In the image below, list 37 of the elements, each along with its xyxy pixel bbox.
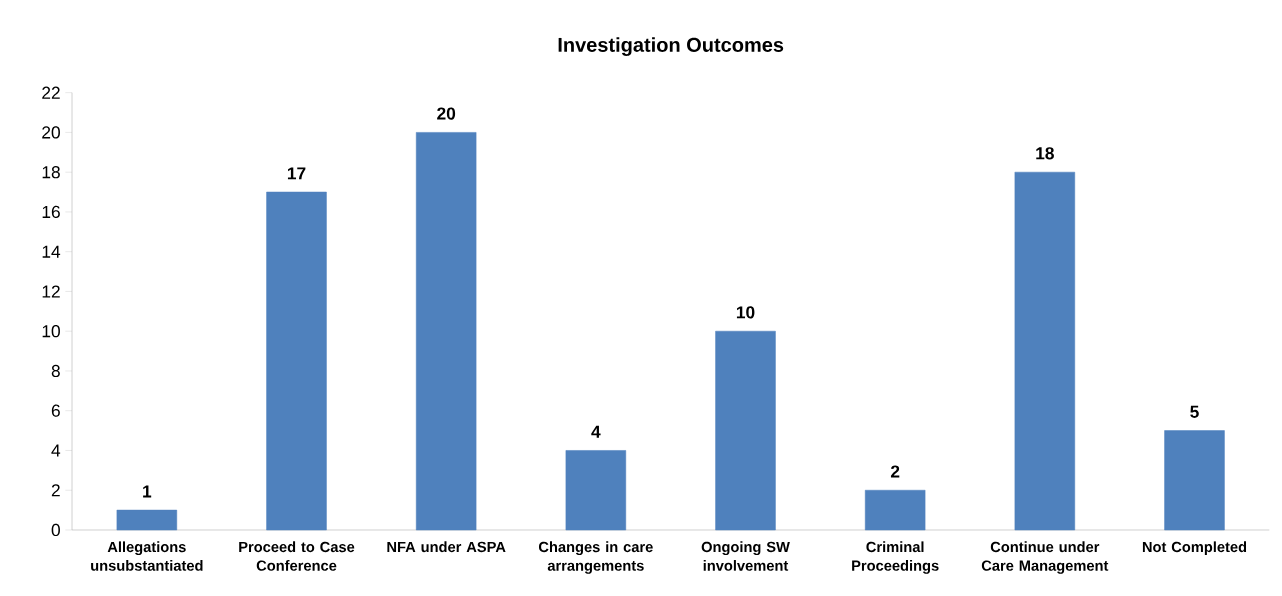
data-label: 17 (287, 167, 306, 180)
data-label: 10 (736, 306, 755, 319)
data-label: 2 (890, 465, 900, 478)
bar (715, 330, 776, 531)
x-tick-label: NFA under ASPA (387, 541, 506, 553)
y-tick-label: 22 (42, 86, 60, 99)
data-label: 18 (1036, 147, 1054, 160)
y-tick-label: 0 (51, 523, 60, 537)
y-tick-label: 18 (42, 166, 60, 179)
y-tick-label: 6 (51, 404, 60, 417)
bar (415, 132, 477, 531)
x-tick-label: Changes in care arrangements (538, 541, 653, 574)
chart-title: Investigation Outcomes (558, 37, 784, 56)
y-tick-label: 8 (51, 364, 60, 378)
y-tick-label: 16 (42, 205, 60, 219)
bar (1164, 430, 1225, 531)
bar (864, 489, 926, 531)
y-tick-label: 12 (42, 285, 60, 298)
x-tick-label: Proceed to Case Conference (239, 541, 355, 571)
x-tick-label: Ongoing SW involvement (701, 541, 790, 571)
data-label: 4 (591, 425, 601, 438)
data-label: 5 (1190, 405, 1199, 418)
y-tick-label: 20 (42, 126, 60, 139)
bar (116, 509, 178, 531)
x-tick-label: Criminal Proceedings (852, 541, 939, 574)
y-tick-label: 2 (51, 484, 60, 497)
bar (565, 450, 627, 531)
y-tick-label: 4 (51, 444, 61, 457)
data-label: 20 (437, 107, 456, 120)
bar (1014, 171, 1076, 531)
y-tick-label: 14 (42, 245, 61, 258)
bar (266, 191, 327, 531)
x-tick-label: Continue under Care Management (981, 541, 1109, 574)
x-tick-label: Allegations unsubstantiated (91, 541, 203, 571)
x-tick-label: Not Completed (1142, 541, 1247, 556)
data-label: 1 (143, 485, 152, 498)
y-tick-label: 10 (42, 325, 60, 338)
